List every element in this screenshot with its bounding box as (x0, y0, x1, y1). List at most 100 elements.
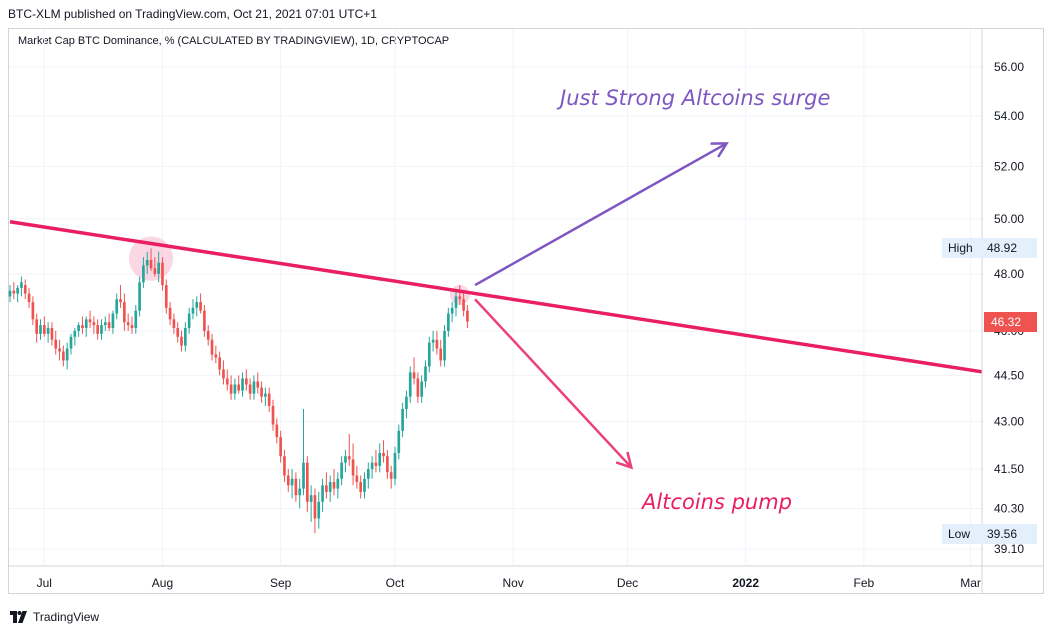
candle-body (42, 325, 46, 334)
candle-body (305, 462, 309, 502)
x-tick-label: Sep (270, 576, 292, 590)
candle-body (313, 495, 317, 519)
candle-body (244, 378, 248, 385)
candle-body (420, 381, 424, 397)
candle-body (443, 330, 446, 361)
x-tick-label: Nov (502, 576, 523, 590)
candle-body (206, 330, 210, 340)
x-tick-label: Mar (960, 576, 981, 590)
candle-body (424, 366, 427, 382)
candle-body (340, 462, 343, 479)
candle-body (62, 351, 65, 361)
low-label: Low (942, 524, 981, 544)
y-tick-label: 48.00 (994, 267, 1024, 281)
candle-body (466, 310, 469, 322)
chart-subtitle: Market Cap BTC Dominance, % (CALCULATED … (18, 35, 450, 47)
candle-body (35, 319, 39, 334)
candle-body (107, 322, 111, 329)
candle-body (431, 339, 435, 343)
candle-body (203, 310, 206, 331)
candle-body (370, 462, 374, 470)
candle-body (439, 348, 443, 361)
candle-body (233, 384, 237, 394)
candle-body (309, 495, 313, 502)
candle-body (111, 313, 115, 329)
candle-body (248, 384, 252, 394)
candle-body (283, 456, 286, 476)
candle-body (138, 282, 141, 311)
candle-body (321, 485, 324, 502)
candle-body (184, 328, 187, 346)
candle-body (12, 290, 16, 294)
candle-body (294, 478, 298, 496)
candle-body (218, 357, 221, 370)
y-tick-label: 52.00 (994, 159, 1024, 173)
candle-body (222, 369, 225, 379)
candle-body (458, 296, 462, 300)
x-tick-label: Oct (386, 576, 405, 590)
candle-body (39, 325, 42, 334)
last-price-value: 46.32 (984, 312, 1037, 332)
candle-body (393, 453, 397, 479)
candle-body (123, 302, 126, 323)
candle-body (355, 475, 359, 483)
candle-body (298, 488, 302, 496)
candle-body (100, 325, 103, 334)
candle-body (275, 424, 279, 438)
y-tick-label: 39.10 (994, 542, 1024, 556)
candles (8, 248, 469, 534)
candle-body (389, 472, 393, 479)
candle-body (416, 378, 420, 397)
candle-body (176, 328, 180, 337)
candle-body (149, 259, 153, 269)
candle-body (450, 307, 454, 314)
candle-body (153, 268, 157, 274)
candle-body (454, 296, 458, 308)
candle-body (447, 313, 450, 331)
y-tick-label: 40.30 (994, 501, 1024, 515)
candle-body (271, 405, 275, 425)
candle-body (290, 478, 294, 486)
candle-body (168, 307, 172, 320)
footer[interactable]: TradingView (10, 610, 99, 624)
y-tick-label: 54.00 (994, 109, 1024, 123)
y-tick-label: 41.50 (994, 462, 1024, 476)
candle-body (96, 325, 100, 334)
candle-body (191, 307, 195, 314)
candle-body (31, 302, 35, 320)
y-tick-label: 56.00 (994, 60, 1024, 74)
candle-body (427, 342, 431, 367)
candle-body (115, 299, 119, 314)
candle-body (88, 319, 92, 323)
candle-body (27, 293, 31, 303)
candle-body (16, 287, 19, 294)
high-label: High (942, 238, 981, 258)
arrow-up-head (710, 142, 729, 158)
candle-body (435, 339, 439, 349)
candle-body (351, 459, 355, 476)
candle-body (195, 302, 199, 308)
low-value: 39.56 (981, 524, 1037, 544)
grid-lines (9, 29, 982, 566)
candle-body (46, 328, 50, 334)
candle-body (241, 378, 244, 391)
arrow-down-head (615, 451, 634, 470)
x-tick-label: Jul (37, 576, 52, 590)
candle-body (328, 482, 332, 492)
candle-body (382, 453, 385, 457)
arrow-down (474, 298, 633, 469)
publisher-line: BTC-XLM published on TradingView.com, Oc… (8, 7, 377, 21)
candle-body (210, 339, 214, 355)
candle-body (103, 322, 107, 326)
candle-body (286, 475, 290, 486)
trendline (9, 220, 983, 374)
candle-body (378, 453, 382, 466)
candle-body (84, 319, 88, 329)
candle-body (374, 462, 378, 466)
candle-body (252, 381, 256, 394)
candle-body (77, 325, 80, 331)
candle-body (130, 325, 134, 329)
candle-body (81, 325, 84, 329)
candle-body (386, 456, 389, 473)
